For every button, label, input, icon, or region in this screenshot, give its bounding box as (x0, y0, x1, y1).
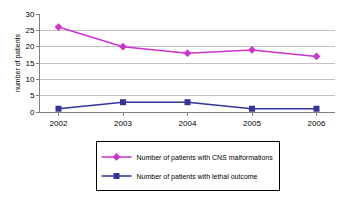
svg-text:0: 0 (30, 108, 35, 117)
svg-text:20: 20 (25, 42, 34, 51)
svg-text:5: 5 (30, 91, 35, 100)
svg-text:2006: 2006 (308, 119, 326, 128)
svg-text:10: 10 (25, 75, 34, 84)
svg-text:2002: 2002 (50, 119, 68, 128)
svg-text:25: 25 (25, 26, 34, 35)
svg-text:Number of patients with lethal: Number of patients with lethal outcome (137, 173, 258, 181)
svg-text:15: 15 (25, 59, 34, 68)
svg-text:Number of patients with CNS ma: Number of patients with CNS malformation… (137, 154, 274, 162)
svg-text:2003: 2003 (114, 119, 132, 128)
svg-text:30: 30 (25, 10, 34, 19)
svg-text:2005: 2005 (243, 119, 261, 128)
svg-text:2004: 2004 (179, 119, 197, 128)
svg-text:number of patients: number of patients (14, 34, 22, 92)
